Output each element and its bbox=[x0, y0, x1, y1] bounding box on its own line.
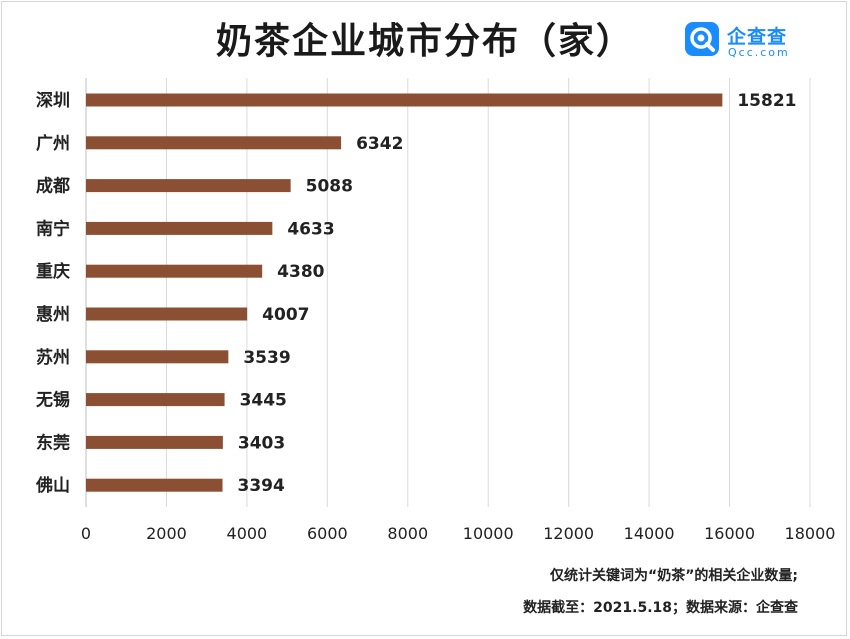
category-label: 重庆 bbox=[36, 261, 70, 282]
data-label: 4633 bbox=[287, 219, 334, 239]
bar bbox=[86, 264, 263, 278]
x-tick-label: 18000 bbox=[785, 524, 836, 543]
x-tick-label: 16000 bbox=[704, 524, 755, 543]
category-label: 无锡 bbox=[35, 390, 70, 411]
bar bbox=[86, 393, 225, 407]
data-label: 4380 bbox=[277, 262, 324, 282]
footer-note: 仅统计关键词为“奶茶”的相关企业数量; bbox=[550, 568, 798, 584]
category-label: 深圳 bbox=[36, 90, 70, 111]
bar bbox=[86, 435, 223, 449]
data-label: 3394 bbox=[238, 476, 285, 496]
category-label: 苏州 bbox=[36, 347, 70, 368]
data-label: 5088 bbox=[306, 177, 353, 197]
x-tick-label: 4000 bbox=[227, 524, 268, 543]
data-label: 15821 bbox=[737, 91, 796, 111]
bar bbox=[86, 179, 291, 193]
data-label: 4007 bbox=[262, 305, 309, 325]
category-label: 南宁 bbox=[36, 218, 70, 239]
bar bbox=[86, 350, 229, 364]
x-tick-label: 2000 bbox=[146, 524, 187, 543]
x-tick-label: 10000 bbox=[463, 524, 514, 543]
category-label: 东莞 bbox=[36, 432, 70, 453]
x-tick-label: 14000 bbox=[624, 524, 675, 543]
bar bbox=[86, 136, 342, 150]
bar bbox=[86, 93, 723, 107]
data-label: 3403 bbox=[238, 433, 285, 453]
qcc-logo-icon bbox=[685, 22, 719, 56]
category-label: 成都 bbox=[36, 176, 70, 197]
bar bbox=[86, 307, 248, 321]
category-label: 惠州 bbox=[36, 304, 70, 325]
x-tick-label: 12000 bbox=[543, 524, 594, 543]
chart-title: 奶茶企业城市分布（家） bbox=[215, 21, 634, 62]
bar bbox=[86, 221, 273, 235]
data-label: 3539 bbox=[243, 348, 290, 368]
qcc-logo: 企查查 Qcc.com bbox=[685, 22, 805, 59]
data-label: 6342 bbox=[356, 134, 403, 154]
category-label: 广州 bbox=[36, 133, 70, 154]
x-tick-label: 0 bbox=[81, 524, 91, 543]
x-tick-label: 8000 bbox=[387, 524, 428, 543]
x-tick-label: 6000 bbox=[307, 524, 348, 543]
logo-sub: Qcc.com bbox=[728, 46, 790, 59]
bar bbox=[86, 478, 223, 492]
footer-source: 数据截至：2021.5.18；数据来源：企查查 bbox=[523, 600, 798, 616]
category-label: 佛山 bbox=[35, 475, 70, 496]
data-label: 3445 bbox=[240, 391, 287, 411]
logo-name: 企查查 bbox=[727, 26, 788, 48]
